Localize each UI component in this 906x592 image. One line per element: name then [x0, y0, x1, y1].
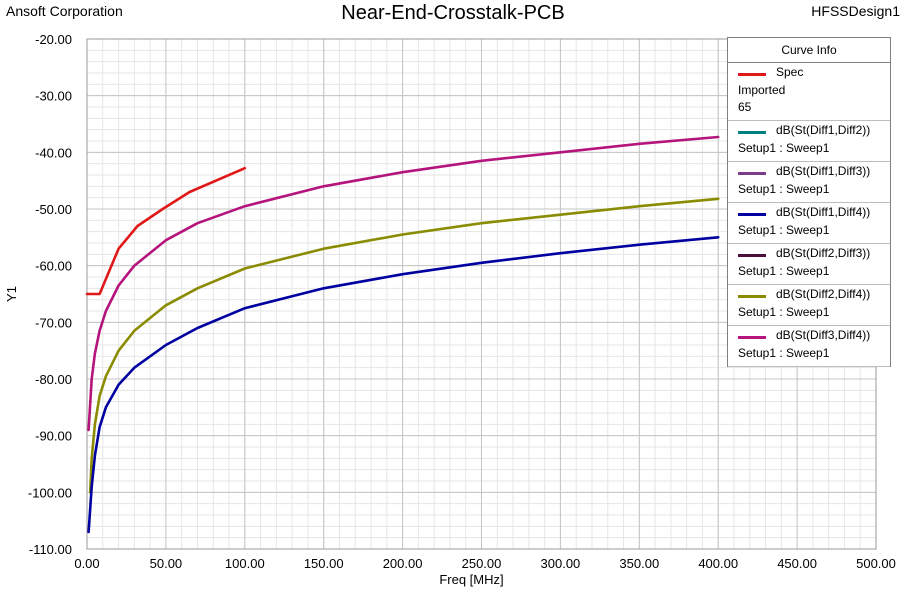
series-line: [87, 135, 720, 432]
legend-swatch: [738, 295, 766, 298]
y-tick-label: -90.00: [35, 429, 72, 444]
legend-entry[interactable]: dB(St(Diff2,Diff4)) Setup1 : Sweep1: [728, 285, 890, 326]
y-tick-label: -20.00: [35, 32, 72, 47]
legend-entry-name: dB(St(Diff1,Diff2)): [776, 123, 871, 137]
legend-swatch: [738, 213, 766, 216]
legend-swatch: [738, 254, 766, 257]
y-tick-label: -50.00: [35, 202, 72, 217]
x-tick-label: 500.00: [856, 556, 896, 571]
series-line: [87, 236, 720, 534]
x-tick-label: 100.00: [225, 556, 265, 571]
chart-title: Near-End-Crosstalk-PCB: [341, 2, 565, 24]
curve-info-legend[interactable]: Curve Info Spec Imported 65 dB(St(Diff1,Dif…: [727, 37, 891, 367]
legend-entry-name: dB(St(Diff1,Diff4)): [776, 205, 871, 219]
series-line: [88, 197, 720, 494]
legend-entry-sub: 65: [738, 100, 752, 114]
legend-entry-name: Spec: [776, 65, 804, 79]
legend-entry[interactable]: dB(St(Diff3,Diff4)) Setup1 : Sweep1: [728, 326, 890, 367]
x-axis-label: Freq [MHz]: [439, 572, 503, 587]
legend-entry-name: dB(St(Diff2,Diff3)): [776, 246, 871, 260]
x-tick-label: 150.00: [304, 556, 344, 571]
legend-entry-name: dB(St(Diff1,Diff3)): [776, 164, 871, 178]
legend-entry-sub: Setup1 : Sweep1: [738, 305, 830, 319]
y-tick-label: -40.00: [35, 145, 72, 160]
y-tick-label: -110.00: [29, 542, 72, 557]
legend-swatch: [738, 172, 766, 175]
legend-entry-sub: Imported: [738, 83, 786, 97]
x-tick-label: 400.00: [698, 556, 738, 571]
y-tick-label: -100.00: [28, 485, 72, 500]
legend-entry[interactable]: dB(St(Diff1,Diff3)) Setup1 : Sweep1: [728, 162, 890, 203]
company-label: Ansoft Corporation: [6, 3, 123, 19]
y-tick-label: -70.00: [35, 315, 72, 330]
x-tick-label: 250.00: [462, 556, 502, 571]
legend-entry-sub: Setup1 : Sweep1: [738, 182, 830, 196]
legend-entry[interactable]: dB(St(Diff2,Diff3)) Setup1 : Sweep1: [728, 244, 890, 285]
legend-swatch: [738, 131, 766, 134]
legend-entry[interactable]: dB(St(Diff1,Diff2)) Setup1 : Sweep1: [728, 121, 890, 162]
legend-entry[interactable]: Spec Imported 65: [728, 63, 890, 121]
legend-entry-sub: Setup1 : Sweep1: [738, 141, 830, 155]
y-tick-label: -80.00: [35, 372, 72, 387]
y-axis-label: Y1: [4, 286, 19, 302]
legend-entry-sub: Setup1 : Sweep1: [738, 223, 830, 237]
legend-entry-name: dB(St(Diff3,Diff4)): [776, 328, 871, 342]
legend-entry-sub: Setup1 : Sweep1: [738, 346, 830, 360]
x-tick-label: 300.00: [541, 556, 581, 571]
design-name: HFSSDesign1: [811, 3, 900, 19]
x-tick-label: 350.00: [619, 556, 659, 571]
x-tick-label: 200.00: [383, 556, 423, 571]
y-tick-label: -30.00: [35, 89, 72, 104]
series-line: [85, 166, 247, 296]
legend-swatch: [738, 336, 766, 339]
y-tick-label: -60.00: [35, 259, 72, 274]
x-tick-label: 450.00: [777, 556, 817, 571]
legend-swatch: [738, 73, 766, 76]
x-tick-label: 0.00: [74, 556, 99, 571]
legend-entry[interactable]: dB(St(Diff1,Diff4)) Setup1 : Sweep1: [728, 203, 890, 244]
legend-title: Curve Info: [728, 38, 890, 63]
legend-entry-sub: Setup1 : Sweep1: [738, 264, 830, 278]
legend-entry-name: dB(St(Diff2,Diff4)): [776, 287, 871, 301]
x-tick-label: 50.00: [150, 556, 183, 571]
